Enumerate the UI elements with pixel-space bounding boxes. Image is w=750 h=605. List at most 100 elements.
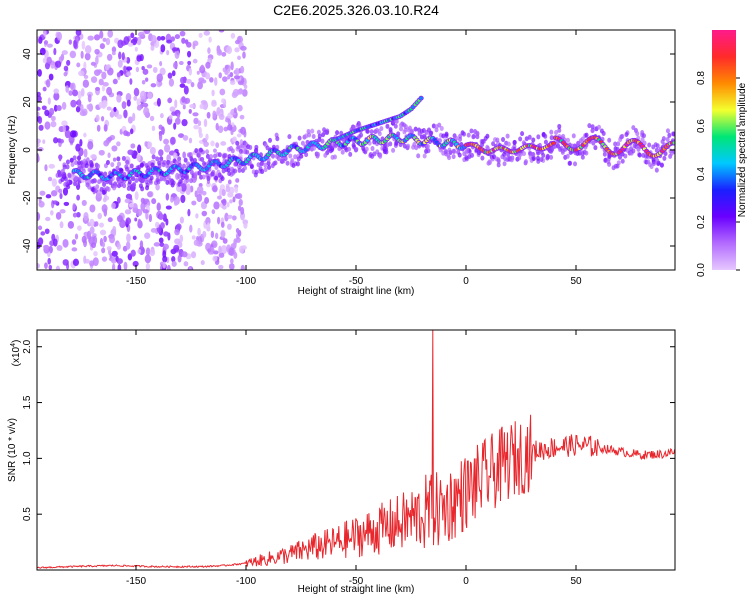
heatmap-halo-cell	[96, 163, 101, 169]
heatmap-noise-cell	[116, 196, 121, 204]
heatmap-noise-cell	[102, 99, 108, 108]
heatmap-noise-cell	[123, 261, 128, 270]
heatmap-noise-cell	[56, 31, 63, 41]
heatmap-noise-cell	[133, 95, 138, 101]
heatmap-halo-cell	[223, 152, 228, 158]
heatmap-noise-cell	[178, 61, 184, 66]
heatmap-noise-cell	[234, 47, 240, 53]
heatmap-halo-cell	[76, 155, 81, 161]
heatmap-noise-cell	[59, 192, 63, 200]
heatmap-noise-cell	[66, 59, 71, 66]
heatmap-halo-cell	[125, 159, 130, 165]
heatmap-noise-cell	[110, 256, 117, 264]
heatmap-noise-cell	[191, 200, 197, 206]
heatmap-noise-cell	[218, 113, 225, 121]
heatmap-noise-cell	[81, 199, 87, 206]
snr-x-ticks: -150 -100 -50 0 50	[126, 330, 582, 587]
heatmap-noise-cell	[83, 74, 89, 79]
heatmap-noise-cell	[208, 36, 212, 43]
heatmap-halo-cell	[74, 175, 79, 181]
heatmap-halo-cell	[273, 160, 278, 166]
snr-y-axis-label: SNR (10 * v/v)	[7, 418, 18, 482]
heatmap-halo-cell	[654, 167, 659, 173]
snr-plot-area	[37, 330, 675, 570]
heatmap-noise-cell	[107, 217, 113, 223]
heatmap-halo-cell	[291, 162, 296, 168]
heatmap-noise-cell	[211, 101, 217, 107]
heatmap-halo-cell	[87, 184, 92, 190]
heatmap-noise-cell	[101, 241, 106, 248]
heatmap-halo-cell	[662, 155, 667, 161]
heatmap-noise-cell	[191, 235, 196, 240]
heatmap-noise-cell	[106, 246, 112, 251]
heatmap-halo-cell	[370, 146, 375, 152]
heatmap-noise-cell	[90, 242, 97, 249]
heatmap-noise-cell	[204, 197, 210, 204]
heatmap-noise-cell	[126, 71, 132, 77]
heatmap-halo-cell	[457, 152, 462, 158]
heatmap-noise-cell	[59, 221, 64, 229]
heatmap-halo-cell	[458, 136, 463, 142]
heatmap-noise-cell	[166, 50, 170, 56]
heatmap-halo-cell	[620, 133, 625, 139]
heatmap-noise-cell	[48, 73, 54, 81]
heatmap-branch-cell	[419, 96, 423, 100]
heatmap-noise-cell	[37, 68, 42, 77]
heatmap-noise-cell	[87, 35, 94, 41]
heatmap-halo-cell	[441, 133, 446, 139]
heatmap-noise-cell	[182, 104, 186, 110]
heatmap-halo-cell	[378, 152, 383, 158]
heatmap-halo-cell	[103, 171, 108, 177]
heatmap-halo-cell	[501, 137, 506, 143]
heatmap-halo-cell	[245, 149, 250, 155]
heatmap-noise-cell	[222, 198, 227, 206]
heatmap-halo-cell	[149, 175, 154, 181]
heatmap-noise-cell	[174, 228, 180, 236]
heatmap-noise-cell	[184, 97, 191, 104]
heatmap-noise-cell	[77, 90, 82, 100]
heatmap-halo-cell	[348, 151, 353, 157]
heatmap-noise-cell	[76, 62, 81, 68]
heatmap-noise-cell	[37, 106, 41, 111]
heatmap-noise-cell	[63, 201, 70, 207]
heatmap-halo-cell	[65, 159, 70, 165]
heatmap-noise-cell	[41, 105, 47, 111]
heatmap-noise-cell	[160, 35, 166, 41]
heatmap-noise-cell	[54, 60, 62, 68]
heatmap-noise-cell	[159, 242, 165, 247]
heatmap-noise-cell	[221, 204, 227, 210]
heatmap-noise-cell	[181, 251, 188, 258]
heatmap-halo-cell	[549, 154, 554, 160]
heatmap-halo-cell	[385, 123, 390, 129]
heatmap-noise-cell	[201, 210, 208, 217]
heatmap-halo-cell	[183, 157, 188, 163]
heatmap-halo-cell	[487, 159, 492, 165]
heatmap-halo-cell	[285, 160, 290, 166]
heatmap-halo-cell	[587, 123, 592, 129]
heatmap-noise-cell	[223, 126, 229, 132]
heatmap-noise-cell	[117, 59, 123, 68]
heatmap-noise-cell	[174, 99, 178, 108]
heatmap-halo-cell	[655, 143, 660, 149]
heatmap-noise-cell	[219, 88, 226, 96]
heatmap-halo-cell	[210, 171, 215, 177]
colorbar-tick-label: 0.6	[696, 119, 707, 133]
heatmap-noise-cell	[227, 74, 231, 80]
heatmap-noise-cell	[127, 116, 133, 124]
heatmap-noise-cell	[165, 218, 169, 226]
heatmap-noise-cell	[81, 235, 87, 244]
heatmap-noise-cell	[87, 94, 92, 103]
heatmap-halo-cell	[299, 153, 304, 159]
heatmap-noise-cell	[156, 36, 162, 41]
heatmap-noise-cell	[156, 97, 161, 107]
heatmap-noise-cell	[140, 197, 145, 204]
heatmap-noise-cell	[231, 215, 237, 221]
heatmap-noise-cell	[125, 93, 132, 102]
heatmap-noise-cell	[111, 263, 116, 270]
heatmap-noise-cell	[107, 30, 114, 38]
heatmap-noise-cell	[97, 212, 103, 220]
heatmap-noise-cell	[233, 251, 238, 259]
heatmap-x-tick-label: -100	[236, 276, 256, 287]
heatmap-x-tick-label: -150	[126, 276, 146, 287]
heatmap-noise-cell	[47, 176, 53, 182]
